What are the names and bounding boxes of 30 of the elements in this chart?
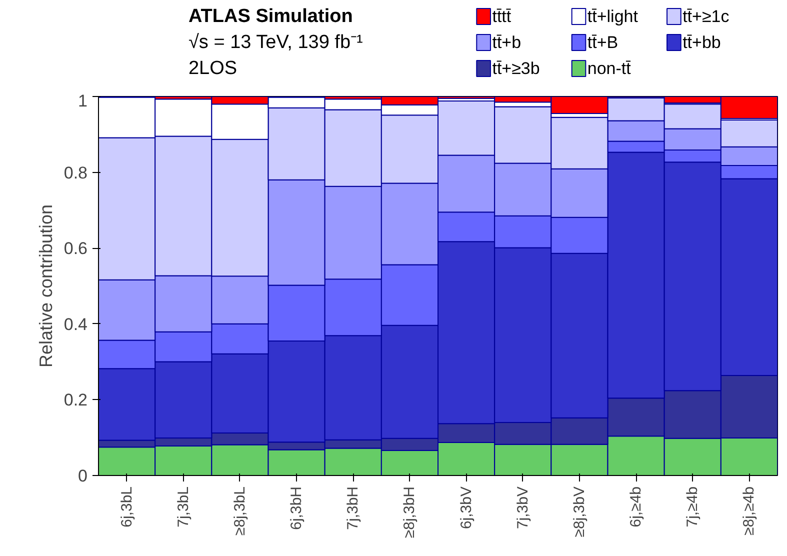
x-tick-label: ≥8j,3bH (401, 486, 418, 538)
legend-label: tt̄tt̄ (492, 7, 512, 26)
x-tick-label: ≥8j,≥4b (740, 486, 758, 536)
legend-label: tt̄+≥1c (682, 7, 730, 26)
x-tick-label: 6j,3bV (458, 486, 475, 530)
x-tick-label: 7j,3bL (174, 486, 192, 528)
x-tick-label: 7j,≥4b (684, 486, 702, 528)
y-tick-label: 0.6 (64, 239, 88, 258)
y-tick-label: 1 (78, 92, 88, 110)
legend-label: tt̄+b (492, 33, 522, 52)
chart-title: ATLAS Simulation (188, 6, 353, 27)
x-tick-label: 7j,3bH (344, 486, 362, 530)
legend-label: non-tt̄ (587, 59, 632, 78)
legend-label: tt̄+B (587, 33, 618, 52)
text: 2LOS (188, 58, 238, 79)
x-tick-label: 7j,3bV (514, 486, 532, 530)
x-tick-label: 6j,3bL (118, 486, 136, 528)
y-axis-title: Relative contribution (36, 204, 56, 368)
legend-label: tt̄+bb (682, 33, 721, 52)
y-tick-label: 0.4 (64, 314, 88, 334)
legend-label: tt̄+light (587, 7, 638, 26)
legend-label: tt̄+≥3b (492, 59, 540, 78)
x-tick-label: ≥8j,3bV (570, 486, 588, 538)
x-tick-label: 6j,≥4b (628, 486, 645, 528)
y-tick-label: 0.8 (64, 163, 88, 182)
x-tick-label: 6j,3bH (288, 486, 306, 530)
chart-subtitle: √s = 13 TeV, 139 fb⁻¹ (188, 32, 363, 53)
y-tick-label: 0.2 (64, 390, 88, 410)
y-tick-label: 0 (78, 466, 88, 486)
x-tick-label: ≥8j,3bL (231, 486, 248, 536)
